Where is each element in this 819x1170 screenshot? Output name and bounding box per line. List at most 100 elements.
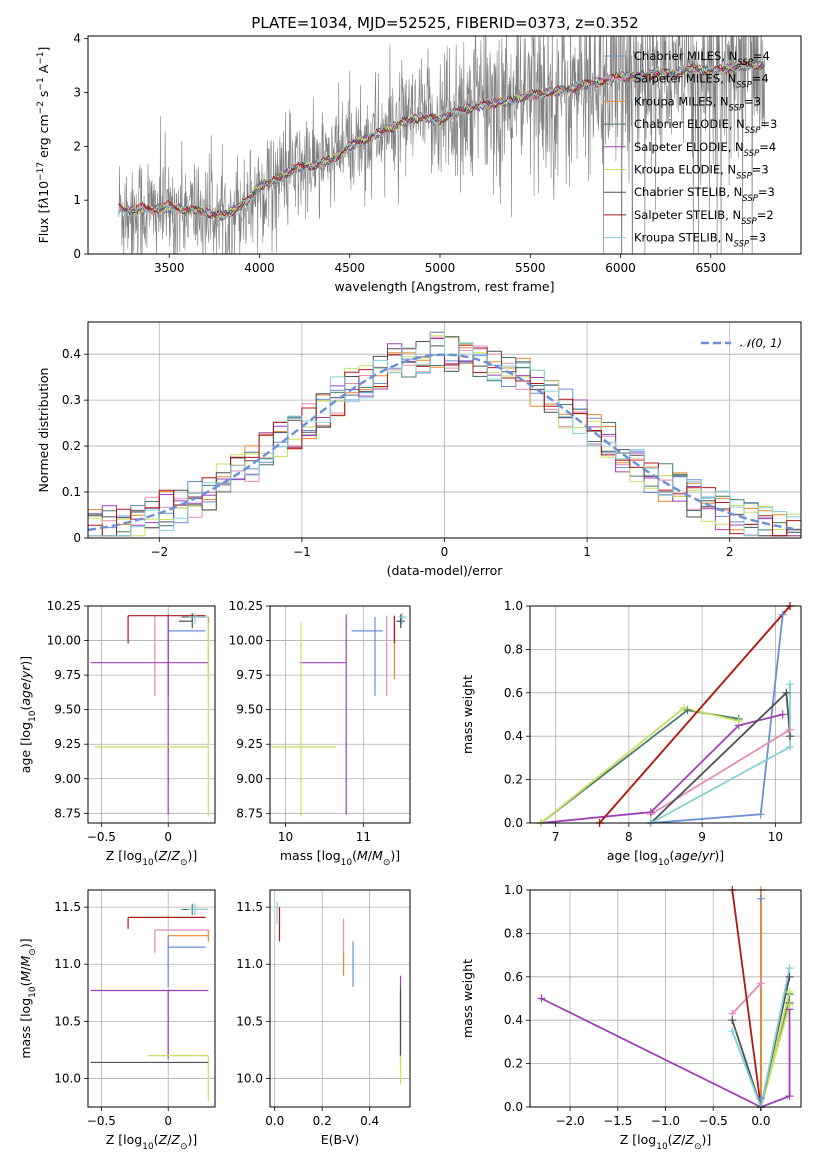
y-tick-label: 11.0 — [54, 957, 81, 971]
x-tick-label: 8 — [625, 830, 633, 844]
weight-marker — [756, 979, 765, 988]
y-tick-label: 10.25 — [47, 599, 81, 613]
x-tick-label: 0.4 — [360, 1114, 379, 1128]
y-tick-label: 4 — [73, 32, 81, 46]
y-tick-label: 0.8 — [504, 926, 523, 940]
figure-title: PLATE=1034, MJD=52525, FIBERID=0373, z=0… — [251, 14, 638, 32]
y-tick-label: 9.00 — [236, 772, 263, 786]
x-tick-label: 5500 — [515, 261, 546, 275]
y-tick-label: 10.00 — [229, 634, 263, 648]
y-tick-label: 9.75 — [236, 668, 263, 682]
weight-marker — [778, 610, 787, 619]
age_vs_Z-plot-area — [90, 612, 209, 817]
weight-marker — [785, 987, 794, 996]
weight-marker — [679, 703, 688, 712]
weight-marker — [786, 743, 795, 752]
weight-marker — [786, 732, 795, 741]
residuals-plot-area — [88, 331, 801, 537]
weight_vs_age-plot-area — [540, 606, 791, 823]
model-spectrum-6 — [118, 59, 765, 219]
model-spectrum-7 — [118, 60, 765, 219]
y-tick-label: 8.75 — [54, 806, 81, 820]
axes-frame — [269, 605, 411, 824]
mass_vs_ebv-plot-area — [276, 901, 402, 1085]
y-tick-label: 11.0 — [236, 957, 263, 971]
y-tick-label: 9.50 — [236, 703, 263, 717]
weight-line-7 — [731, 890, 762, 1107]
weight-line-4 — [540, 713, 783, 823]
y-tick-label: 0.0 — [504, 1100, 523, 1114]
y-tick-label: 0.8 — [504, 642, 523, 656]
residuals-panel: −2 −1 0 1 2 0 0.1 0.2 0.3 0.4 (data-model)/error No… — [36, 321, 802, 578]
y-tick-label: 0.4 — [504, 1013, 523, 1027]
x-tick-label: 0.0 — [751, 1114, 770, 1128]
y-tick-label: 10.25 — [229, 599, 263, 613]
y-tick-label: 3 — [73, 86, 81, 100]
weight-marker — [728, 1027, 737, 1036]
x-tick-label: 4000 — [244, 261, 275, 275]
weight-line-7 — [598, 606, 791, 823]
y-tick-label: 0.4 — [504, 729, 523, 743]
weight-marker — [756, 810, 765, 819]
x-tick-label: 10 — [278, 830, 293, 844]
x-tick-label: 0 — [164, 1114, 172, 1128]
y-tick-label: 9.25 — [54, 737, 81, 751]
y-tick-label: 1.0 — [504, 883, 523, 897]
x-tick-label: −2 — [150, 545, 168, 559]
y-tick-label: 0 — [73, 247, 81, 261]
weight-line-8 — [731, 967, 791, 1107]
y-tick-label: 9.50 — [54, 703, 81, 717]
x-axis-label: (data-model)/error — [387, 563, 504, 578]
x-tick-label: 0.0 — [265, 1114, 284, 1128]
x-tick-label: −0.5 — [699, 1114, 728, 1128]
y-tick-label: 1.0 — [504, 599, 523, 613]
x-tick-label: 4500 — [334, 261, 365, 275]
y-tick-label: 0.6 — [504, 970, 523, 984]
y-tick-label: 0.0 — [504, 816, 523, 830]
y-tick-label: 0.6 — [504, 686, 523, 700]
x-tick-label: 0.2 — [313, 1114, 332, 1128]
x-tick-label: −2.0 — [556, 1114, 585, 1128]
weight-marker — [537, 994, 546, 1003]
x-tick-label: 10 — [768, 830, 783, 844]
y-tick-label: 0.2 — [504, 773, 523, 787]
normal-legend-label: 𝒩(0, 1) — [740, 336, 782, 350]
age_vs_mass-plot-area — [270, 612, 407, 817]
weight-marker — [646, 808, 655, 817]
y-tick-label: 0 — [73, 531, 81, 545]
model-spectrum-8 — [118, 60, 765, 220]
x-axis-label: wavelength [Angstrom, rest frame] — [334, 279, 554, 294]
y-tick-label: 11.5 — [54, 900, 81, 914]
axes-frame — [269, 889, 411, 1108]
y-axis-label: Flux [fλ10−17 erg cm−2 s−1 A−1] — [36, 47, 51, 244]
weight-marker — [756, 1094, 765, 1103]
mass_vs_Z-plot-area — [90, 903, 209, 1102]
y-tick-label: 1 — [73, 193, 81, 207]
y-tick-label: 9.25 — [236, 737, 263, 751]
weight-line-6 — [731, 976, 791, 1107]
weight-marker — [728, 1016, 737, 1025]
weight-marker — [785, 1001, 794, 1010]
weight-marker — [785, 1092, 794, 1101]
spectrum-plot-area — [118, 36, 766, 254]
mass_vs_ebv-panel: 0.0 0.2 0.4 10.0 10.5 11.0 11.5 E(B-V) — [236, 889, 411, 1147]
x-tick-label: 0 — [441, 545, 449, 559]
weight-line-5 — [760, 991, 791, 1107]
weight-marker — [785, 972, 794, 981]
y-tick-label: 0.2 — [504, 1057, 523, 1071]
x-tick-label: 2 — [726, 545, 734, 559]
weight-marker — [785, 964, 794, 973]
y-tick-label: 10.00 — [47, 634, 81, 648]
observed-spectrum — [118, 36, 766, 254]
x-tick-label: 11 — [356, 830, 371, 844]
weight-marker — [778, 710, 787, 719]
y-tick-label: 11.5 — [236, 900, 263, 914]
axes-frame — [87, 35, 802, 255]
x-tick-label: 7 — [552, 830, 560, 844]
x-tick-label: 3500 — [154, 261, 185, 275]
x-tick-label: 1 — [583, 545, 591, 559]
y-axis-label: Normed distribution — [36, 368, 51, 493]
x-tick-label: 6500 — [695, 261, 726, 275]
